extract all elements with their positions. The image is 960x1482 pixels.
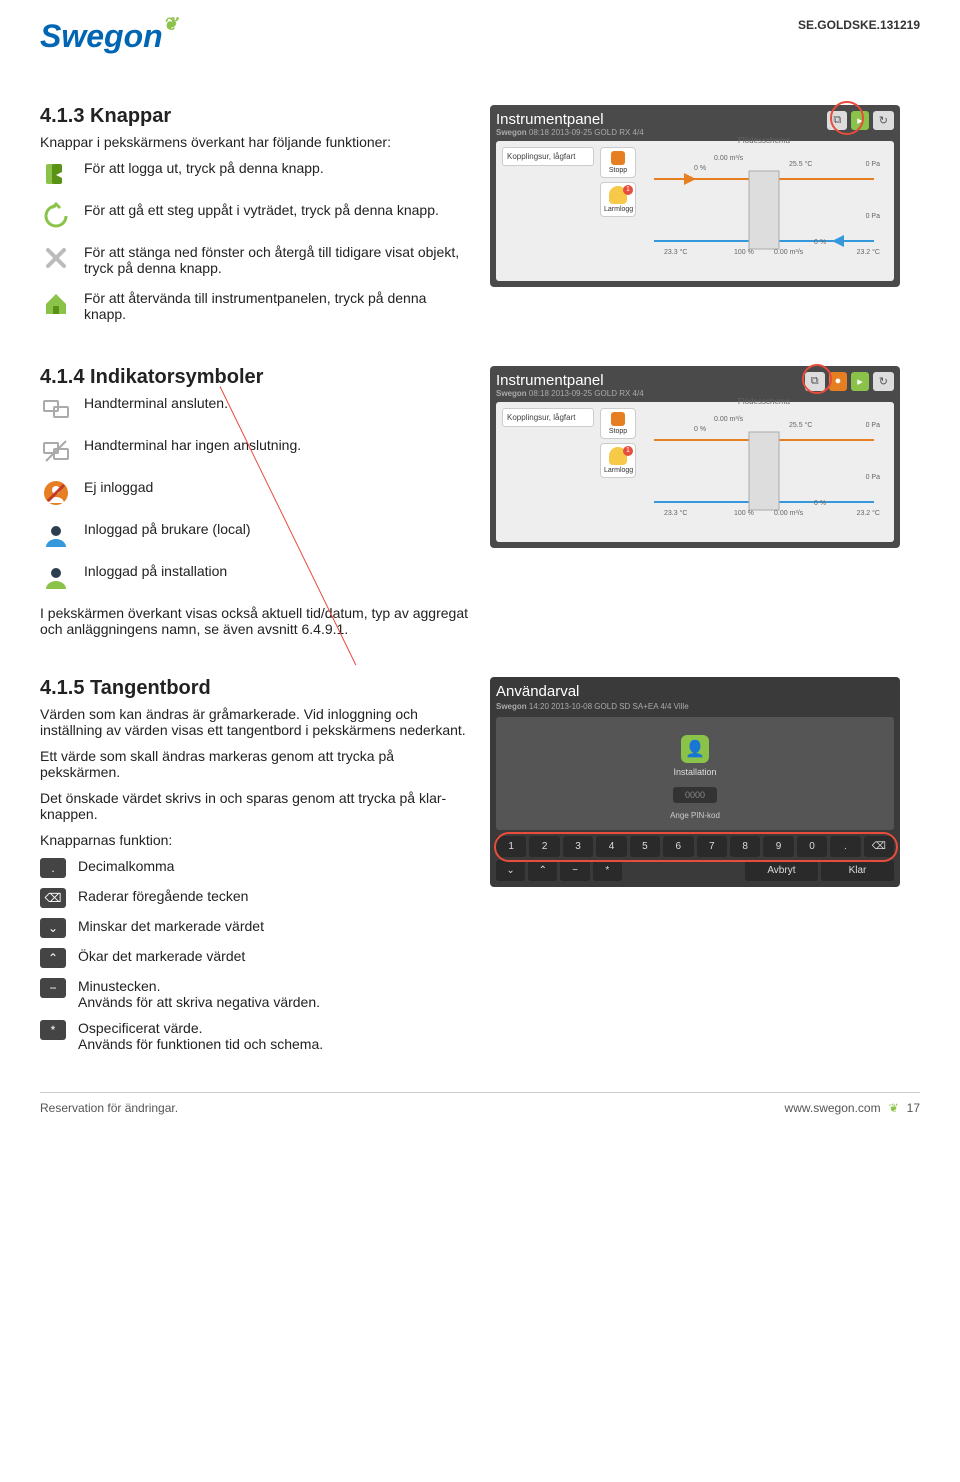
key-up-desc: Ökar det markerade värdet bbox=[78, 948, 245, 964]
footer-left: Reservation för ändringar. bbox=[40, 1101, 178, 1115]
alarm-badge: 1 bbox=[623, 185, 633, 195]
logout-icon bbox=[40, 160, 72, 188]
heading-415: 4.1.5 Tangentbord bbox=[40, 677, 470, 700]
key-star-desc: Ospecificerat värde. Används för funktio… bbox=[78, 1020, 323, 1052]
key-backspace-desc: Raderar föregående tecken bbox=[78, 888, 248, 904]
alarm-button-2[interactable]: 1 Larmlogg bbox=[600, 443, 636, 478]
p4-415: Knapparnas funktion: bbox=[40, 832, 470, 848]
terminal-disconnected-desc: Handterminal har ingen anslutning. bbox=[84, 437, 301, 453]
p2-415: Ett värde som skall ändras markeras geno… bbox=[40, 748, 470, 780]
stop-button-2[interactable]: Stopp bbox=[600, 408, 636, 439]
key-down-desc: Minskar det markerade värdet bbox=[78, 918, 264, 934]
key-function-list: . Decimalkomma ⌫ Raderar föregående tecken… bbox=[40, 858, 470, 1052]
key-down-icon: ⌄ bbox=[40, 918, 66, 938]
heading-413: 4.1.3 Knappar bbox=[40, 105, 470, 128]
keyboard-panel: Användarval Swegon 14:20 2013-10-08 GOLD… bbox=[490, 677, 900, 887]
instrument-panel-2: Instrumentpanel Swegon 08:18 2013-09-25 … bbox=[490, 366, 900, 548]
ok-button[interactable]: Klar bbox=[821, 860, 894, 881]
user-icon: 👤 bbox=[681, 735, 709, 763]
key-backspace-icon: ⌫ bbox=[40, 888, 66, 908]
p3-415: Det önskade värdet skrivs in och sparas … bbox=[40, 790, 470, 822]
key-dot-desc: Decimalkomma bbox=[78, 858, 174, 874]
keyboard: 1 2 3 4 5 6 7 8 9 0 . ⌫ ⌄ ⌃ − * bbox=[496, 836, 894, 881]
key-dec[interactable]: ⌄ bbox=[496, 860, 525, 881]
kb-spacer bbox=[625, 860, 742, 881]
key-star-icon: * bbox=[40, 1020, 66, 1040]
panel-title: Instrumentpanel bbox=[496, 111, 644, 128]
logo-text: Swegon bbox=[40, 18, 163, 55]
alarm-button[interactable]: 1 Larmlogg bbox=[600, 182, 636, 217]
logo: Swegon ❦ bbox=[40, 18, 180, 55]
page-header: Swegon ❦ SE.GOLDSKE.131219 bbox=[40, 18, 920, 55]
alarm-badge-2: 1 bbox=[623, 446, 633, 456]
p1-415: Värden som kan ändras är gråmarkerade. V… bbox=[40, 706, 470, 738]
footer-url: www.swegon.com bbox=[785, 1101, 881, 1115]
pin-field[interactable]: 0000 bbox=[673, 787, 717, 803]
logged-in-local-icon bbox=[40, 521, 72, 549]
leaf-icon: ❦ bbox=[163, 14, 178, 35]
section-414: 4.1.4 Indikatorsymboler Handterminal ans… bbox=[40, 366, 920, 647]
intro-413: Knappar i pekskärmens överkant har följa… bbox=[40, 134, 470, 150]
page-footer: Reservation för ändringar. www.swegon.co… bbox=[40, 1092, 920, 1115]
keyboard-highlight bbox=[494, 832, 898, 862]
highlight-circle bbox=[830, 101, 864, 135]
key-minus-icon: − bbox=[40, 978, 66, 998]
stop-button[interactable]: Stopp bbox=[600, 147, 636, 178]
key-minus-desc: Minustecken. Används för att skriva nega… bbox=[78, 978, 320, 1010]
key-star[interactable]: * bbox=[593, 860, 622, 881]
button-list: För att logga ut, tryck på denna knapp. … bbox=[40, 160, 470, 322]
terminal-disconnected-icon bbox=[40, 437, 72, 465]
kb-row-2: ⌄ ⌃ − * Avbryt Klar bbox=[496, 860, 894, 881]
install-label: Installation bbox=[506, 767, 884, 777]
home-desc: För att återvända till instrumentpanelen… bbox=[84, 290, 470, 322]
home-icon bbox=[40, 290, 72, 318]
up-desc: För att gå ett steg uppåt i vyträdet, tr… bbox=[84, 202, 439, 218]
not-logged-in-icon bbox=[40, 479, 72, 507]
logged-in-local-desc: Inloggad på brukare (local) bbox=[84, 521, 251, 537]
doc-code: SE.GOLDSKE.131219 bbox=[798, 18, 920, 32]
logout-desc: För att logga ut, tryck på denna knapp. bbox=[84, 160, 324, 176]
footer-page: 17 bbox=[907, 1101, 920, 1115]
cancel-button[interactable]: Avbryt bbox=[745, 860, 818, 881]
up-icon bbox=[40, 202, 72, 230]
logged-in-install-icon bbox=[40, 563, 72, 591]
logged-in-install-desc: Inloggad på installation bbox=[84, 563, 227, 579]
leaf-icon-footer: ❦ bbox=[889, 1101, 899, 1115]
coupling-button[interactable]: Kopplingsur, lågfart bbox=[502, 147, 594, 166]
panel-title-2: Instrumentpanel bbox=[496, 372, 644, 389]
up-button[interactable]: ↻ bbox=[873, 111, 894, 130]
indicator-list: Handterminal ansluten. Handterminal har … bbox=[40, 395, 470, 591]
up-button-2[interactable]: ↻ bbox=[873, 372, 894, 391]
logout-button-2[interactable]: ▸ bbox=[851, 372, 869, 391]
terminal-connected-desc: Handterminal ansluten. bbox=[84, 395, 228, 411]
not-logged-in-desc: Ej inloggad bbox=[84, 479, 153, 495]
panel-meta-2: Swegon 08:18 2013-09-25 GOLD RX 4/4 bbox=[496, 389, 644, 398]
note-414: I pekskärmen överkant visas också aktuel… bbox=[40, 605, 470, 637]
close-desc: För att stänga ned fönster och återgå ti… bbox=[84, 244, 470, 276]
key-up-icon: ⌃ bbox=[40, 948, 66, 968]
key-inc[interactable]: ⌃ bbox=[528, 860, 557, 881]
panel-meta: Swegon 08:18 2013-09-25 GOLD RX 4/4 bbox=[496, 128, 644, 137]
pin-label: Ange PIN-kod bbox=[506, 811, 884, 820]
section-415: 4.1.5 Tangentbord Värden som kan ändras … bbox=[40, 677, 920, 1062]
section-413: 4.1.3 Knappar Knappar i pekskärmens över… bbox=[40, 105, 920, 336]
instrument-panel-1: Instrumentpanel Swegon 08:18 2013-09-25 … bbox=[490, 105, 900, 287]
key-dot-icon: . bbox=[40, 858, 66, 878]
close-icon bbox=[40, 244, 72, 272]
terminal-connected-icon bbox=[40, 395, 72, 423]
heading-414: 4.1.4 Indikatorsymboler bbox=[40, 366, 470, 389]
coupling-button-2[interactable]: Kopplingsur, lågfart bbox=[502, 408, 594, 427]
key-minus[interactable]: − bbox=[560, 860, 589, 881]
highlight-circle-2 bbox=[802, 364, 832, 394]
kb-title: Användarval bbox=[496, 683, 894, 700]
kb-meta: Swegon 14:20 2013-10-08 GOLD SD SA+EA 4/… bbox=[496, 702, 894, 711]
